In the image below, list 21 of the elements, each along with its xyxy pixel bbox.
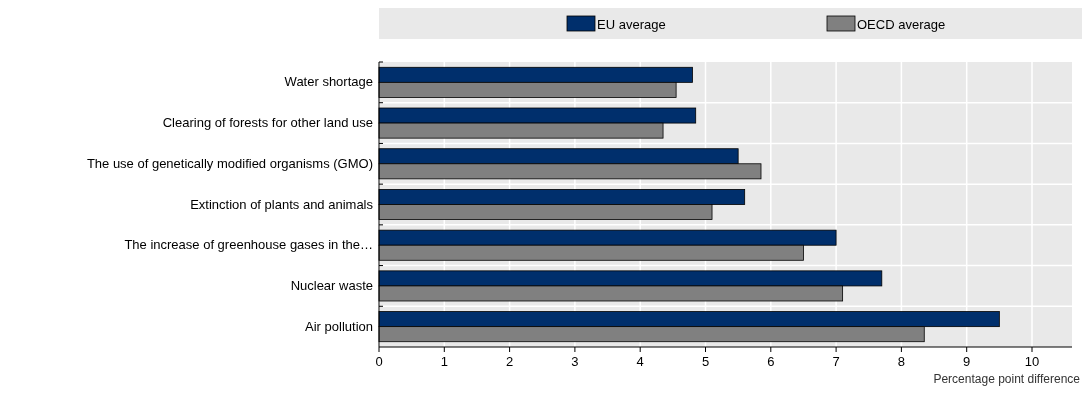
x-tick-label: 2 [505,354,514,369]
y-tick-label: Extinction of plants and animals [190,196,374,212]
x-tick-label: 4 [636,354,644,369]
x-tick-label: 8 [897,354,906,369]
y-tick-label: Water shortage [284,74,373,90]
x-tick-label: 9 [963,354,971,369]
legend-label: OECD average [857,17,946,32]
y-tick-label: Nuclear waste [290,277,373,293]
x-tick-label: 6 [767,354,775,369]
x-axis-title: Percentage point difference [933,372,1081,386]
y-tick-label: Air pollution [305,318,373,334]
x-tick-label: 5 [701,354,710,369]
y-tick-label: The increase of greenhouse gases in the… [124,237,373,253]
x-tick-label: 3 [571,354,579,369]
x-tick-label: 0 [375,354,383,369]
x-tick-label: 1 [440,354,448,369]
y-tick-label: Clearing of forests for other land use [162,115,373,131]
legend-label: EU average [597,17,666,32]
x-tick-label: 7 [832,354,840,369]
x-tick-label: 10 [1024,354,1040,369]
y-tick-label: The use of genetically modified organisms (GMO) [86,155,373,171]
